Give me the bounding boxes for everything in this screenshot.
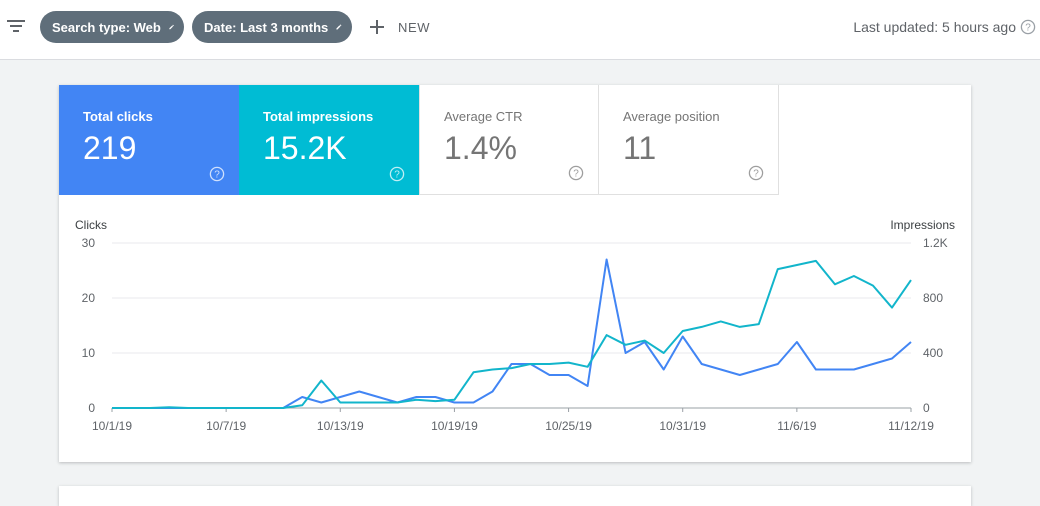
metric-label: Average CTR xyxy=(444,109,523,124)
metric-total-clicks[interactable]: Total clicks 219 ? xyxy=(59,85,239,195)
edit-pencil-icon[interactable] xyxy=(169,20,174,34)
svg-text:?: ? xyxy=(214,170,220,181)
svg-text:?: ? xyxy=(1025,23,1031,34)
x-tick-label: 11/12/19 xyxy=(888,419,934,433)
plus-icon xyxy=(370,20,384,34)
y-right-axis-title: Impressions xyxy=(890,218,955,232)
help-icon[interactable]: ? xyxy=(1020,19,1036,35)
y-right-tick-label: 400 xyxy=(923,346,943,360)
x-tick-label: 10/7/19 xyxy=(206,419,246,433)
x-tick-label: 10/13/19 xyxy=(317,419,364,433)
metric-value: 11 xyxy=(623,130,657,166)
x-tick-label: 10/25/19 xyxy=(545,419,592,433)
last-updated-text: Last updated: 5 hours ago xyxy=(853,19,1016,35)
x-tick-label: 10/1/19 xyxy=(92,419,132,433)
y-right-tick-label: 0 xyxy=(923,401,930,415)
edit-pencil-icon[interactable] xyxy=(336,20,342,34)
x-tick-label: 11/6/19 xyxy=(777,419,816,433)
y-left-tick-label: 0 xyxy=(88,401,95,415)
series-line-impressions xyxy=(112,259,912,409)
y-right-tick-label: 1.2K xyxy=(923,236,948,250)
filter-list-icon[interactable] xyxy=(6,16,26,36)
y-right-tick-label: 800 xyxy=(923,291,943,305)
chip-label: Date: Last 3 months xyxy=(204,19,329,35)
metric-average-ctr[interactable]: Average CTR 1.4% ? xyxy=(419,85,599,195)
next-card xyxy=(59,486,971,506)
performance-chart: Clicks Impressions 0 10 20 30 0 400 800 1.2K 10/1/… xyxy=(75,218,955,433)
help-icon[interactable]: ? xyxy=(568,165,584,181)
new-button-label: NEW xyxy=(398,19,431,35)
metric-value: 15.2K xyxy=(263,130,347,166)
new-filter-button[interactable]: NEW xyxy=(368,14,430,40)
metric-value: 1.4% xyxy=(444,130,517,166)
y-left-tick-label: 20 xyxy=(82,291,96,305)
y-left-tick-label: 30 xyxy=(82,236,96,250)
svg-text:?: ? xyxy=(573,169,579,180)
series-line-clicks xyxy=(112,258,912,409)
metric-label: Total impressions xyxy=(263,109,374,124)
y-left-tick-label: 10 xyxy=(82,346,96,360)
top-toolbar: Search type: Web Date: Last 3 months NEW… xyxy=(0,0,1040,60)
help-icon[interactable]: ? xyxy=(209,166,225,182)
metric-label: Average position xyxy=(623,109,720,124)
svg-text:?: ? xyxy=(753,169,759,180)
y-left-axis-title: Clicks xyxy=(75,218,107,232)
metric-label: Total clicks xyxy=(83,109,153,124)
chip-label: Search type: Web xyxy=(52,19,161,35)
performance-card: Total clicks 219 ? Total impressions 15.… xyxy=(59,85,971,462)
help-icon[interactable]: ? xyxy=(748,165,764,181)
x-tick-label: 10/31/19 xyxy=(659,419,706,433)
date-range-filter-chip[interactable]: Date: Last 3 months xyxy=(192,11,352,43)
metric-average-position[interactable]: Average position 11 ? xyxy=(599,85,779,195)
metric-total-impressions[interactable]: Total impressions 15.2K ? xyxy=(239,85,419,195)
metric-value: 219 xyxy=(83,130,137,166)
svg-text:?: ? xyxy=(394,170,400,181)
search-type-filter-chip[interactable]: Search type: Web xyxy=(40,11,184,43)
help-icon[interactable]: ? xyxy=(389,166,405,182)
x-tick-label: 10/19/19 xyxy=(431,419,478,433)
